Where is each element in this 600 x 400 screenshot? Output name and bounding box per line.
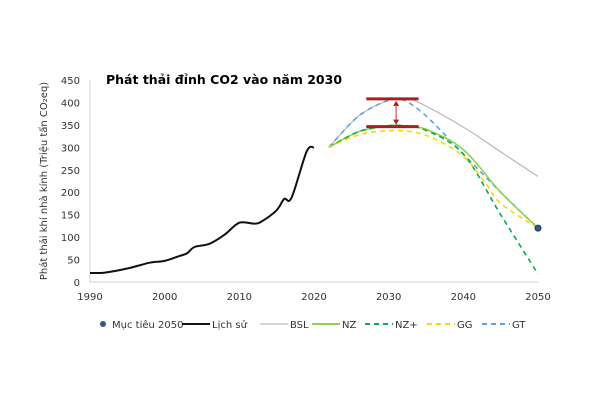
- series-bsl-line: [328, 97, 539, 177]
- x-tick-label: 2030: [376, 292, 401, 303]
- y-tick-label: 50: [67, 256, 80, 267]
- x-tick-label: 2020: [301, 292, 326, 303]
- x-tick-label: 2010: [227, 292, 252, 303]
- series-l-ch-s--line: [89, 145, 315, 275]
- legend-label: GT: [512, 320, 526, 331]
- y-tick-label: 400: [61, 98, 80, 109]
- target-2050-marker: [534, 224, 542, 232]
- y-tick-label: 250: [61, 166, 80, 177]
- legend-label: GG: [457, 320, 473, 331]
- y-tick-label: 200: [61, 188, 80, 199]
- series-nz-line: [328, 124, 539, 229]
- series-nz--line: [328, 124, 539, 275]
- y-tick-label: 100: [61, 233, 80, 244]
- legend-label: Mục tiêu 2050: [112, 319, 183, 331]
- series-gt-line: [328, 97, 539, 229]
- legend-label: Lịch sử: [212, 319, 248, 331]
- chart-title: Phát thải đỉnh CO2 vào năm 2030: [106, 72, 342, 87]
- y-tick-label: 0: [74, 278, 80, 289]
- legend-label: NZ: [342, 320, 356, 331]
- arrow-head-up: [393, 100, 400, 106]
- x-tick-label: 2050: [525, 292, 550, 303]
- legend-label: BSL: [290, 320, 309, 331]
- y-tick-label: 450: [61, 76, 80, 87]
- x-tick-label: 2040: [451, 292, 476, 303]
- y-tick-label: 350: [61, 121, 80, 132]
- y-tick-label: 300: [61, 143, 80, 154]
- series-gg-line: [328, 129, 539, 229]
- x-tick-label: 2000: [152, 292, 177, 303]
- y-axis-label: Phát thải khí nhà kính (Triệu tấn CO₂eq): [38, 82, 50, 280]
- x-tick-label: 1990: [77, 292, 102, 303]
- legend-marker: [100, 321, 106, 327]
- arrow-head-down: [393, 119, 400, 125]
- y-tick-label: 150: [61, 211, 80, 222]
- legend-label: NZ+: [395, 320, 418, 331]
